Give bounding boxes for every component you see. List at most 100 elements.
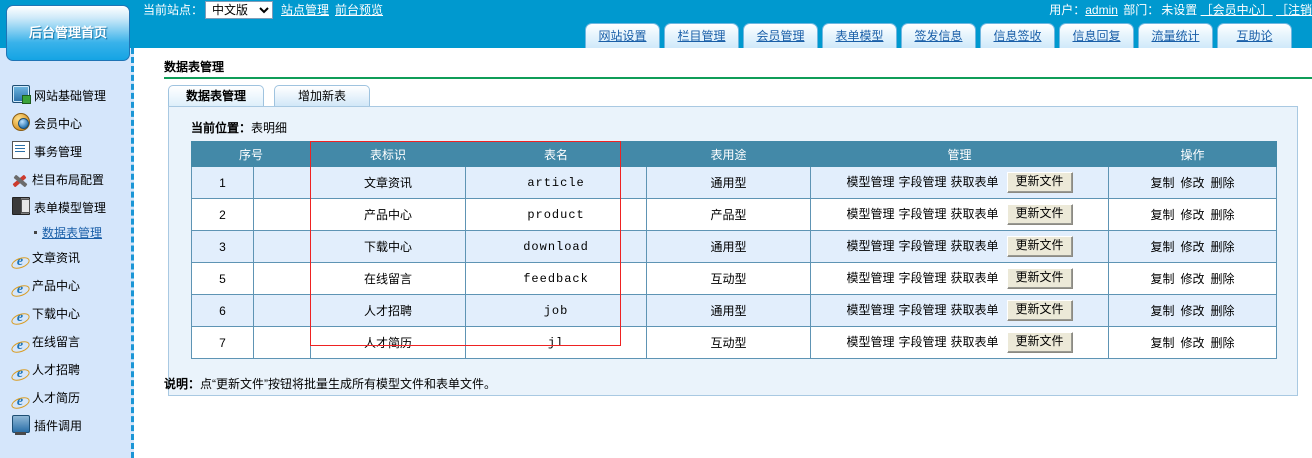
delete-link[interactable]: 删除 <box>1210 336 1235 350</box>
home-button[interactable]: 后台管理首页 <box>6 5 130 61</box>
get-form-link[interactable]: 获取表单 <box>950 270 999 285</box>
main-nav: 网站设置 栏目管理 会员管理 表单模型 签发信息 信息签收 信息回复 流量统计 互助论 <box>585 23 1296 48</box>
model-manage-link[interactable]: 模型管理 <box>846 334 895 349</box>
field-manage-link[interactable]: 字段管理 <box>898 206 947 221</box>
site-select[interactable]: 中文版 <box>205 1 273 19</box>
nav-tab-8[interactable]: 互助论 <box>1217 23 1292 48</box>
cell-spacer <box>252 294 312 327</box>
logout-link[interactable]: ［注销 <box>1275 3 1312 17</box>
delete-link[interactable]: 删除 <box>1210 176 1235 190</box>
book-icon <box>12 197 30 215</box>
nav-tab-3[interactable]: 表单模型 <box>822 23 897 48</box>
field-manage-link[interactable]: 字段管理 <box>898 334 947 349</box>
sidebar-item-job[interactable]: 人才招聘 <box>0 356 131 384</box>
model-manage-link[interactable]: 模型管理 <box>846 238 895 253</box>
update-file-button[interactable]: 更新文件 <box>1006 268 1073 289</box>
copy-link[interactable]: 复制 <box>1150 272 1175 286</box>
cell-manage: 模型管理 字段管理 获取表单 更新文件 <box>810 326 1110 359</box>
front-preview-link[interactable]: 前台预览 <box>335 3 384 17</box>
tab-datatable-manage[interactable]: 数据表管理 <box>168 85 264 107</box>
update-file-button[interactable]: 更新文件 <box>1006 332 1073 353</box>
monitor-icon <box>12 85 31 104</box>
tab-add-new-table[interactable]: 增加新表 <box>274 85 370 107</box>
site-manage-link[interactable]: 站点管理 <box>281 3 330 17</box>
sidebar-item-article[interactable]: 文章资讯 <box>0 244 131 272</box>
cell-operation: 复制 修改 删除 <box>1108 230 1278 263</box>
sidebar-item-label: 文章资讯 <box>32 251 81 265</box>
delete-link[interactable]: 删除 <box>1210 272 1235 286</box>
cell-spacer <box>252 166 312 199</box>
member-center-link[interactable]: ［会员中心］ <box>1200 3 1273 17</box>
update-file-button[interactable]: 更新文件 <box>1006 204 1073 225</box>
update-file-button[interactable]: 更新文件 <box>1006 172 1073 193</box>
sidebar-item-plugin[interactable]: 插件调用 <box>0 412 131 440</box>
update-file-button[interactable]: 更新文件 <box>1006 236 1073 257</box>
field-manage-link[interactable]: 字段管理 <box>898 174 947 189</box>
sidebar-item-feedback[interactable]: 在线留言 <box>0 328 131 356</box>
sidebar-item-resume[interactable]: 人才简历 <box>0 384 131 412</box>
get-form-link[interactable]: 获取表单 <box>950 334 999 349</box>
update-file-button[interactable]: 更新文件 <box>1006 300 1073 321</box>
cell-manage: 模型管理 字段管理 获取表单 更新文件 <box>810 230 1110 263</box>
copy-link[interactable]: 复制 <box>1150 336 1175 350</box>
nav-tab-2[interactable]: 会员管理 <box>743 23 818 48</box>
sidebar-item-member-center[interactable]: 会员中心 <box>0 110 131 138</box>
edit-link[interactable]: 修改 <box>1180 304 1205 318</box>
edit-link[interactable]: 修改 <box>1180 176 1205 190</box>
nav-tab-7[interactable]: 流量统计 <box>1138 23 1213 48</box>
sidebar-item-product[interactable]: 产品中心 <box>0 272 131 300</box>
nav-tab-5[interactable]: 信息签收 <box>980 23 1055 48</box>
edit-link[interactable]: 修改 <box>1180 208 1205 222</box>
sidebar-item-affairs[interactable]: 事务管理 <box>0 138 131 166</box>
nav-tab-6[interactable]: 信息回复 <box>1059 23 1134 48</box>
copy-link[interactable]: 复制 <box>1150 176 1175 190</box>
field-manage-link[interactable]: 字段管理 <box>898 238 947 253</box>
sidebar-item-column-layout[interactable]: 栏目布局配置 <box>0 166 131 194</box>
cell-name: product <box>465 198 648 231</box>
ie-icon <box>12 366 28 382</box>
user-name-link[interactable]: admin <box>1085 3 1118 17</box>
field-manage-link[interactable]: 字段管理 <box>898 302 947 317</box>
content-area: 数据表管理 数据表管理 增加新表 当前位置：表明细 序号 <box>150 48 1312 458</box>
copy-link[interactable]: 复制 <box>1150 240 1175 254</box>
cell-usage: 产品型 <box>646 198 812 231</box>
delete-link[interactable]: 删除 <box>1210 208 1235 222</box>
col-name: 表名 <box>465 141 648 167</box>
copy-link[interactable]: 复制 <box>1150 208 1175 222</box>
sidebar-item-site-basic[interactable]: 网站基础管理 <box>0 82 131 110</box>
nav-tab-4[interactable]: 签发信息 <box>901 23 976 48</box>
page-title: 数据表管理 <box>164 60 225 74</box>
nav-tab-1[interactable]: 栏目管理 <box>664 23 739 48</box>
field-manage-link[interactable]: 字段管理 <box>898 270 947 285</box>
cell-manage: 模型管理 字段管理 获取表单 更新文件 <box>810 262 1110 295</box>
edit-link[interactable]: 修改 <box>1180 272 1205 286</box>
col-operation: 操作 <box>1108 141 1278 167</box>
get-form-link[interactable]: 获取表单 <box>950 238 999 253</box>
cell-usage: 互动型 <box>646 262 812 295</box>
get-form-link[interactable]: 获取表单 <box>950 302 999 317</box>
nav-tab-0[interactable]: 网站设置 <box>585 23 660 48</box>
sidebar-subitem-datatable-manage[interactable]: 数据表管理 <box>0 222 131 244</box>
edit-link[interactable]: 修改 <box>1180 240 1205 254</box>
get-form-link[interactable]: 获取表单 <box>950 174 999 189</box>
sidebar: 网站基础管理 会员中心 事务管理 栏目布局配置 表单模型管理 数据表管理 文章资… <box>0 48 134 458</box>
ie-icon <box>12 254 28 270</box>
delete-link[interactable]: 删除 <box>1210 304 1235 318</box>
sidebar-item-download[interactable]: 下载中心 <box>0 300 131 328</box>
cell-manage: 模型管理 字段管理 获取表单 更新文件 <box>810 294 1110 327</box>
copy-link[interactable]: 复制 <box>1150 304 1175 318</box>
sidebar-subitem-label: 数据表管理 <box>42 226 103 240</box>
model-manage-link[interactable]: 模型管理 <box>846 206 895 221</box>
sidebar-item-label: 插件调用 <box>34 419 83 433</box>
col-usage: 表用途 <box>646 141 812 167</box>
get-form-link[interactable]: 获取表单 <box>950 206 999 221</box>
delete-link[interactable]: 删除 <box>1210 240 1235 254</box>
current-site-label: 当前站点： <box>143 3 204 17</box>
footer-note: 说明：点“更新文件”按钮将批量生成所有模型文件和表单文件。 <box>164 375 496 392</box>
sidebar-item-form-model[interactable]: 表单模型管理 <box>0 194 131 222</box>
edit-link[interactable]: 修改 <box>1180 336 1205 350</box>
model-manage-link[interactable]: 模型管理 <box>846 174 895 189</box>
model-manage-link[interactable]: 模型管理 <box>846 302 895 317</box>
model-manage-link[interactable]: 模型管理 <box>846 270 895 285</box>
cell-ident: 文章资讯 <box>310 166 467 199</box>
